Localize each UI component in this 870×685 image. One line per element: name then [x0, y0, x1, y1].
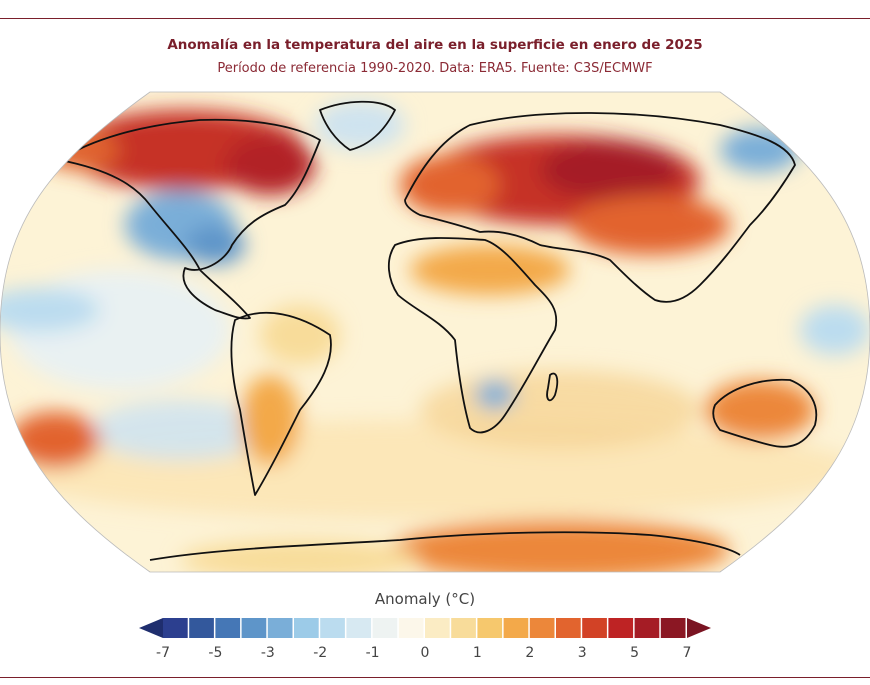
colorbar-swatch — [189, 618, 214, 638]
colorbar-swatch — [267, 618, 293, 638]
colorbar-tick-label: 3 — [577, 645, 587, 661]
bottom-rule — [0, 677, 870, 678]
colorbar-swatch — [634, 618, 660, 638]
colorbar-swatch — [241, 618, 267, 638]
colorbar-arrow-high — [687, 618, 711, 638]
colorbar-tick-label: 0 — [420, 645, 430, 661]
colorbar-swatch — [215, 618, 241, 638]
colorbar-swatch — [163, 618, 188, 638]
colorbar-swatch — [582, 618, 607, 638]
colorbar-tick-label: -1 — [365, 645, 380, 661]
colorbar-swatch — [451, 618, 476, 638]
legend-title: Anomaly (°C) — [374, 590, 476, 608]
colorbar-swatch — [660, 618, 686, 638]
colorbar-swatch — [425, 618, 450, 638]
colorbar-swatch — [529, 618, 555, 638]
colorbar-tick-label: 2 — [525, 645, 535, 661]
top-rule — [0, 18, 870, 19]
colorbar-swatch — [556, 618, 581, 638]
colorbar-tick-label: -3 — [260, 645, 275, 661]
map-title: Anomalía en la temperatura del aire en l… — [167, 37, 703, 53]
colorbar-swatch — [294, 618, 319, 638]
globe-outline — [0, 91, 870, 573]
colorbar-tick-label: -7 — [156, 645, 170, 661]
coastlines — [59, 100, 818, 561]
colorbar-swatch — [608, 618, 634, 638]
colorbar-swatch — [346, 618, 372, 638]
colorbar-swatch — [398, 618, 424, 638]
world-anomaly-map — [0, 91, 870, 573]
colorbar-swatch — [372, 618, 398, 638]
colorbar-arrow-low — [139, 618, 163, 638]
colorbar-swatch — [477, 618, 503, 638]
colorbar-tick-label: 5 — [630, 645, 640, 661]
colorbar-tick-label: -2 — [313, 645, 328, 661]
colorbar-swatch — [503, 618, 529, 638]
colorbar-tick-label: -5 — [208, 645, 223, 661]
map-subtitle: Período de referencia 1990-2020. Data: E… — [217, 61, 653, 76]
colorbar-tick-label: 1 — [472, 645, 482, 661]
colorbar-swatch — [320, 618, 345, 638]
colorbar-tick-label: 7 — [682, 645, 692, 661]
